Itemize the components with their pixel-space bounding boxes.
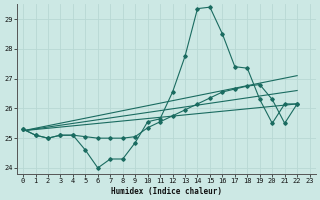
X-axis label: Humidex (Indice chaleur): Humidex (Indice chaleur) xyxy=(111,187,222,196)
